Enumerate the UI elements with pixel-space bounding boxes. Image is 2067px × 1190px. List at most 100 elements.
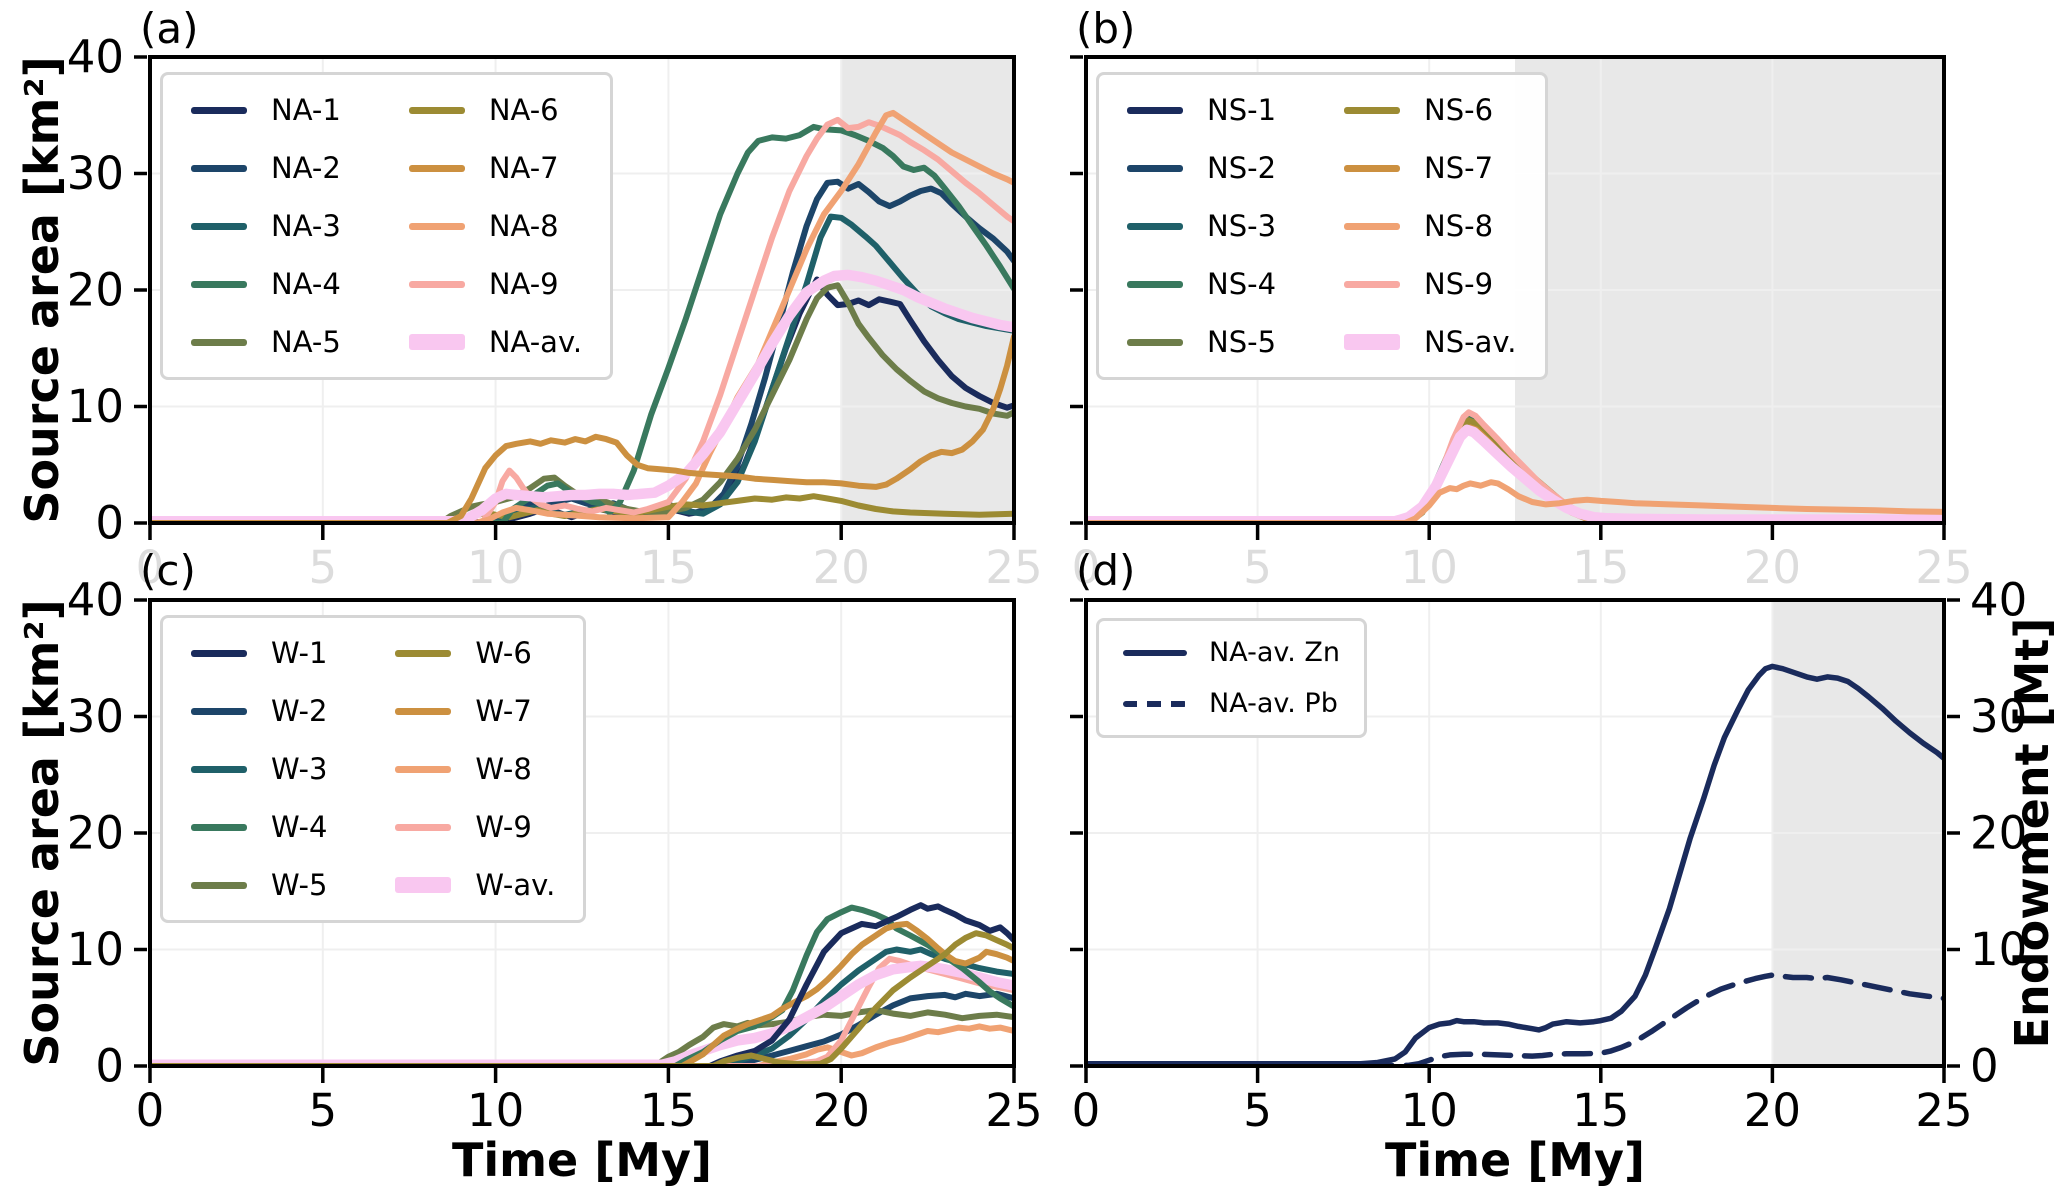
panel-letter-d: (d)	[1076, 546, 1136, 595]
series-NS-av.	[1086, 424, 1944, 523]
series-NA-6	[150, 493, 1014, 523]
x-tick-label: 5	[1243, 1084, 1272, 1137]
legend-swatch-NA-av. Pb	[1123, 700, 1187, 707]
y-tick-label-left: 40	[67, 574, 124, 627]
legend-item-NS-6: NS-6	[1344, 93, 1516, 127]
legend-item-NA-9: NA-9	[408, 267, 582, 301]
y-tick-label-left: 20	[67, 264, 124, 317]
x-tick-label: 20	[813, 541, 870, 594]
legend-item-NA-3: NA-3	[191, 209, 341, 243]
legend-label-NS-4: NS-4	[1207, 267, 1277, 301]
series-W-1	[150, 902, 1014, 1066]
legend-label-W-4: W-4	[271, 810, 328, 844]
legend-item-NS-9: NS-9	[1344, 267, 1516, 301]
x-tick-label: 25	[985, 1084, 1042, 1137]
series-W-7	[150, 920, 1014, 1066]
y-tick-label-left: 0	[95, 1040, 124, 1093]
panel-letter-a: (a)	[140, 4, 199, 53]
x-tick-label: 10	[467, 541, 524, 594]
x-axis-label-d: Time [My]	[1384, 1133, 1646, 1187]
legend-label-NA-4: NA-4	[271, 267, 341, 301]
y-tick-label-right: 40	[1970, 574, 2027, 627]
x-tick-label: 5	[308, 541, 337, 594]
legend-swatch-NA-6	[408, 106, 465, 114]
y-axis-label-d-right: Endowment [Mt]	[2005, 617, 2059, 1049]
legend-label-W-9: W-9	[475, 810, 532, 844]
legend-label-NA-2: NA-2	[271, 151, 341, 185]
y-tick-label-right: 20	[1970, 807, 2027, 860]
x-tick-label: 5	[1243, 541, 1272, 594]
legend-item-NS-2: NS-2	[1127, 151, 1276, 185]
x-tick-label: 0	[136, 1084, 165, 1137]
legend-panel-a: NA-1 NA-2 NA-3 NA-4 NA-5 NA-6 NA-7 NA-8 NA-9 NA-a…	[160, 72, 614, 380]
panel-letter-c: (c)	[140, 546, 196, 595]
legend-label-W-7: W-7	[475, 694, 532, 728]
series-NA-av. Pb	[1086, 972, 1944, 1066]
y-axis-label-a: Source area [km²]	[15, 56, 69, 524]
legend-item-NS-8: NS-8	[1344, 209, 1516, 243]
legend-swatch-NS-5	[1127, 338, 1183, 346]
legend-label-NA-5: NA-5	[271, 325, 341, 359]
legend-swatch-NA-2	[191, 164, 247, 172]
legend-label-NA-8: NA-8	[488, 209, 559, 243]
legend-item-NA-4: NA-4	[191, 267, 341, 301]
panel-letter-b: (b)	[1076, 4, 1136, 53]
legend-item-W-3: W-3	[191, 752, 327, 786]
series-group-c	[150, 902, 1014, 1066]
legend-item-NA-av. Zn: NA-av. Zn	[1123, 637, 1340, 668]
x-tick-label: 5	[308, 1084, 337, 1137]
legend-item-W-av.: W-av.	[395, 868, 555, 902]
legend-item-W-8: W-8	[395, 752, 555, 786]
legend-label-NA-av. Pb: NA-av. Pb	[1209, 688, 1338, 719]
x-tick-label: 15	[1572, 541, 1629, 594]
legend-swatch-NA-1	[191, 106, 247, 114]
series-NS-8	[1086, 479, 1944, 523]
legend-swatch-W-3	[191, 765, 247, 773]
legend-swatch-NA-3	[191, 222, 247, 230]
legend-item-NA-7: NA-7	[408, 151, 582, 185]
legend-label-NS-av.: NS-av.	[1424, 325, 1517, 359]
legend-swatch-W-8	[395, 765, 452, 773]
legend-item-NS-7: NS-7	[1344, 151, 1516, 185]
legend-swatch-W-2	[191, 707, 247, 715]
legend-swatch-NA-8	[408, 222, 465, 230]
legend-item-NS-4: NS-4	[1127, 267, 1276, 301]
x-tick-label: 25	[985, 541, 1042, 594]
series-group-a	[150, 109, 1014, 523]
x-tick-label: 10	[467, 1084, 524, 1137]
series-group-b	[1086, 409, 1944, 523]
legend-item-NA-1: NA-1	[191, 93, 341, 127]
legend-item-NA-6: NA-6	[408, 93, 582, 127]
y-tick-label-left: 10	[67, 923, 124, 976]
legend-swatch-NA-4	[191, 280, 247, 288]
y-tick-label-left: 10	[67, 380, 124, 433]
legend-item-NA-av. Pb: NA-av. Pb	[1123, 688, 1340, 719]
x-tick-label: 25	[1915, 1084, 1972, 1137]
legend-swatch-NS-av.	[1344, 334, 1401, 350]
legend-item-NS-3: NS-3	[1127, 209, 1276, 243]
x-tick-label: 0	[136, 541, 165, 594]
legend-swatch-NS-1	[1127, 106, 1183, 114]
legend-panel-c: W-1 W-2 W-3 W-4 W-5 W-6 W-7 W-8 W-9 W-av.	[160, 615, 587, 923]
legend-panel-b: NS-1 NS-2 NS-3 NS-4 NS-5 NS-6 NS-7 NS-8 NS-9 NS-a…	[1096, 72, 1548, 380]
series-NA-8	[150, 109, 1014, 523]
series-W-av.	[150, 960, 1014, 1066]
x-tick-label: 0	[1072, 1084, 1101, 1137]
legend-label-NS-8: NS-8	[1424, 209, 1494, 243]
legend-swatch-NA-av.	[408, 334, 465, 350]
legend-label-NS-1: NS-1	[1207, 93, 1277, 127]
series-W-5	[150, 1007, 1014, 1066]
legend-item-W-5: W-5	[191, 868, 327, 902]
y-tick-label-left: 30	[67, 690, 124, 743]
x-tick-label: 10	[1401, 1084, 1458, 1137]
series-W-2	[150, 990, 1014, 1066]
legend-item-NA-av.: NA-av.	[408, 325, 582, 359]
legend-item-W-2: W-2	[191, 694, 327, 728]
axes-frame-a	[148, 55, 1016, 525]
legend-swatch-W-av.	[395, 877, 452, 893]
legend-label-NS-7: NS-7	[1424, 151, 1494, 185]
legend-item-W-9: W-9	[395, 810, 555, 844]
legend-item-W-4: W-4	[191, 810, 327, 844]
